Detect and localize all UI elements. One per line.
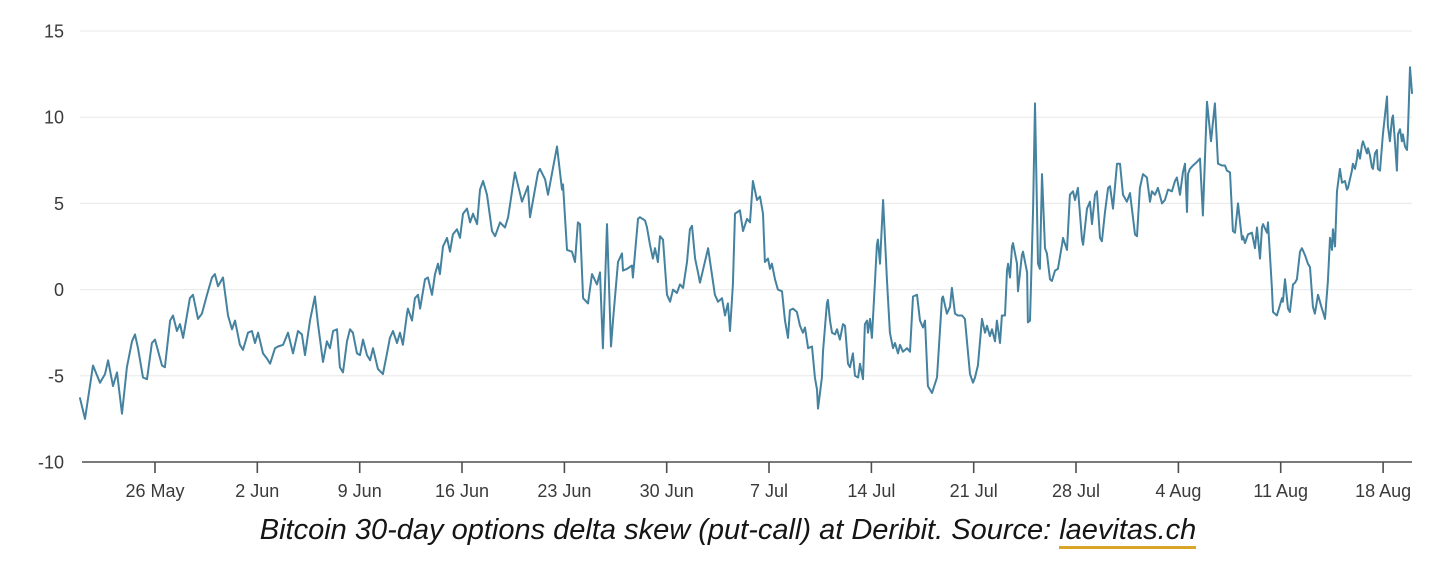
x-tick-label-28 Jul: 28 Jul bbox=[1052, 481, 1100, 501]
delta-skew-chart: 15 10 5 0 -5 -10 26 May 2 Jun 9 Jun 16 Jun 23 Jun 3… bbox=[38, 22, 1413, 501]
y-tick-label-15: 15 bbox=[44, 22, 64, 42]
x-tick-label-4 Aug: 4 Aug bbox=[1155, 481, 1201, 501]
x-tick-label-18 Aug: 18 Aug bbox=[1355, 481, 1411, 501]
delta-skew-line bbox=[79, 66, 1413, 420]
x-tick-label-21 Jul: 21 Jul bbox=[950, 481, 998, 501]
y-tick-label-0: 0 bbox=[54, 280, 64, 300]
x-tick-label-14 Jul: 14 Jul bbox=[847, 481, 895, 501]
y-tick-label--5: -5 bbox=[48, 366, 64, 386]
caption-text: Bitcoin 30-day options delta skew (put-c… bbox=[259, 514, 1060, 546]
x-tick-label-9 Jun: 9 Jun bbox=[338, 481, 382, 501]
x-tick-label-7 Jul: 7 Jul bbox=[750, 481, 788, 501]
y-tick-label-10: 10 bbox=[44, 108, 64, 128]
x-tick-label-2 Jun: 2 Jun bbox=[235, 481, 279, 501]
y-tick-label--10: -10 bbox=[38, 453, 64, 473]
caption-source-link[interactable]: laevitas.ch bbox=[1059, 514, 1197, 549]
x-tick-label-23 Jun: 23 Jun bbox=[537, 481, 591, 501]
x-tick-label-11 Aug: 11 Aug bbox=[1253, 481, 1308, 501]
y-tick-label-5: 5 bbox=[54, 194, 64, 214]
x-tick-label-26 May: 26 May bbox=[125, 481, 184, 501]
x-tick-label-30 Jun: 30 Jun bbox=[640, 481, 694, 501]
x-tick-label-16 Jun: 16 Jun bbox=[435, 481, 489, 501]
figure-caption: Bitcoin 30-day options delta skew (put-c… bbox=[0, 512, 1456, 549]
